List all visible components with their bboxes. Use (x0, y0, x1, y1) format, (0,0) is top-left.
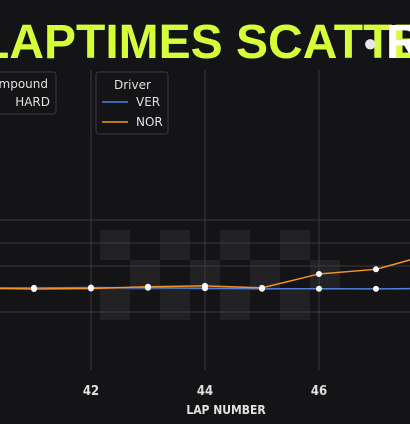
legend-compound-hard: HARD (15, 95, 50, 109)
title-suffix: R (386, 16, 410, 69)
legend-driver-ver: VER (136, 95, 160, 109)
x-tick-label: 44 (197, 384, 213, 399)
legend-driver: Driver VER NOR (95, 71, 169, 135)
data-point-nor (259, 284, 265, 291)
series-points (31, 266, 379, 293)
data-point-nor (31, 286, 37, 293)
legend-compound-title: Compound (0, 77, 48, 91)
legend-driver-title: Driver (114, 78, 151, 92)
title-separator: • (364, 23, 377, 64)
x-tick-label: 42 (83, 384, 99, 399)
data-point-nor (145, 283, 151, 290)
x-axis-label: LAP NUMBER (186, 403, 266, 417)
data-point-ver (316, 285, 322, 292)
data-point-nor (316, 270, 322, 277)
data-point-nor (88, 285, 94, 292)
x-tick-label: 46 (311, 384, 327, 399)
data-point-ver (373, 285, 379, 292)
legend-driver-nor: NOR (136, 115, 163, 129)
data-point-nor (202, 282, 208, 289)
chart-title: LAPTIMES SCATTERPLOT (0, 16, 410, 69)
data-point-nor (373, 266, 379, 273)
x-tick-labels: 42 44 46 (83, 384, 327, 399)
legend-compound: Compound HARD (0, 71, 57, 115)
